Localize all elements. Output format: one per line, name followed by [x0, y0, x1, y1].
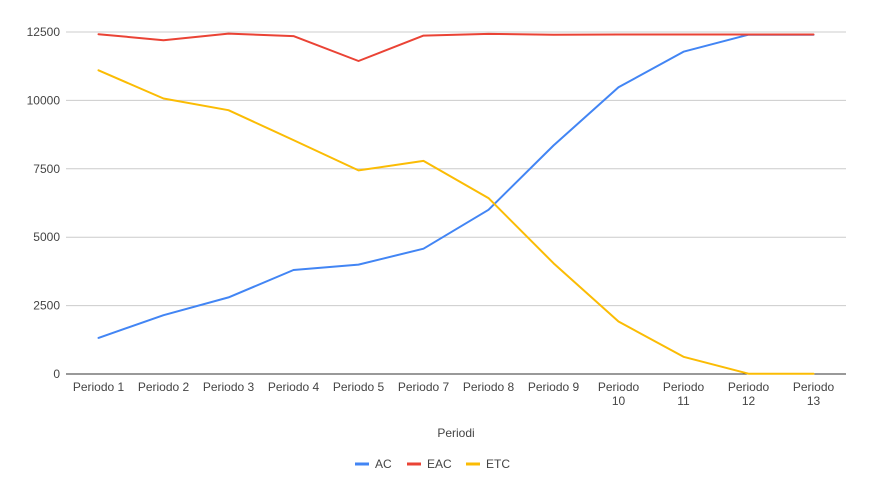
grid — [66, 31, 846, 375]
x-tick-label: Periodo 2 — [138, 380, 190, 394]
legend-item-eac: EAC — [407, 457, 452, 471]
x-tick-label: Periodo 11 — [663, 380, 705, 408]
y-tick-label: 5000 — [33, 230, 60, 244]
series-line-ac — [97, 33, 815, 339]
legend-label: ETC — [486, 457, 510, 471]
x-tick-label: Periodo 9 — [528, 380, 580, 394]
x-tick-label: Periodo 1 — [73, 380, 125, 394]
x-tick-label: Periodo 3 — [203, 380, 255, 394]
x-axis-title: Periodi — [437, 426, 474, 440]
legend-item-etc: ETC — [466, 457, 510, 471]
y-tick-label: 12500 — [27, 25, 61, 39]
x-tick-label: Periodo 7 — [398, 380, 450, 394]
x-tick-label: Periodo 12 — [728, 380, 770, 408]
y-axis-ticks: 0 2500 5000 7500 10000 12500 — [27, 25, 61, 381]
y-tick-label: 2500 — [33, 299, 60, 313]
x-axis-ticks: Periodo 1 Periodo 2 Periodo 3 Periodo 4 Peri… — [73, 380, 835, 408]
legend-item-ac: AC — [355, 457, 392, 471]
legend: AC EAC ETC — [355, 457, 510, 471]
y-tick-label: 0 — [53, 367, 60, 381]
x-tick-label: Periodo 10 — [598, 380, 640, 408]
x-tick-label: Periodo 5 — [333, 380, 385, 394]
y-tick-label: 7500 — [33, 162, 60, 176]
legend-label: EAC — [427, 457, 452, 471]
series-lines — [97, 32, 815, 375]
legend-label: AC — [375, 457, 392, 471]
x-tick-label: Periodo 4 — [268, 380, 320, 394]
x-tick-label: Periodo 13 — [793, 380, 835, 408]
x-tick-label: Periodo 8 — [463, 380, 515, 394]
series-line-etc — [97, 69, 815, 375]
series-line-eac — [97, 32, 815, 62]
y-tick-label: 10000 — [27, 93, 61, 107]
